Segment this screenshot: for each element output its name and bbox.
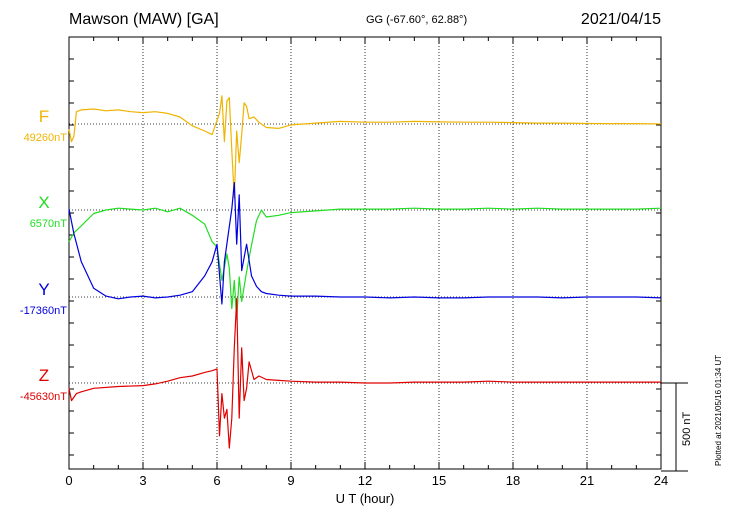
series-line-Z — [68, 297, 661, 449]
series-line-X — [68, 207, 662, 320]
series-line-Y — [68, 182, 662, 305]
x-tick-label-9: 9 — [287, 473, 294, 488]
x-tick-label-15: 15 — [432, 473, 446, 488]
x-tick-label-12: 12 — [358, 473, 372, 488]
x-tick-label-24: 24 — [654, 473, 668, 488]
baseline-label-Y: -17360nT — [20, 305, 67, 317]
x-axis-label: U T (hour) — [336, 491, 395, 506]
x-tick-label-21: 21 — [580, 473, 594, 488]
component-name-X: X — [38, 193, 49, 212]
x-tick-label-18: 18 — [506, 473, 520, 488]
x-tick-label-0: 0 — [65, 473, 72, 488]
component-name-F: F — [39, 107, 49, 126]
baseline-label-X: 6570nT — [30, 218, 68, 230]
component-name-Y: Y — [38, 280, 49, 299]
geographic-coordinates: GG (-67.60°, 62.88°) — [366, 14, 468, 26]
plot-date: 2021/04/15 — [580, 11, 661, 28]
component-name-Z: Z — [39, 366, 49, 385]
station-title: Mawson (MAW) [GA] — [69, 11, 219, 28]
plotted-timestamp: Plotted at 2021/05/16 01:34 UT — [714, 354, 723, 466]
baseline-label-F: 49260nT — [24, 132, 68, 144]
x-tick-label-6: 6 — [213, 473, 220, 488]
x-tick-label-3: 3 — [139, 473, 146, 488]
scale-bar-label: 500 nT — [681, 411, 693, 446]
series-line-F — [68, 95, 662, 199]
baseline-label-Z: -45630nT — [20, 391, 67, 403]
